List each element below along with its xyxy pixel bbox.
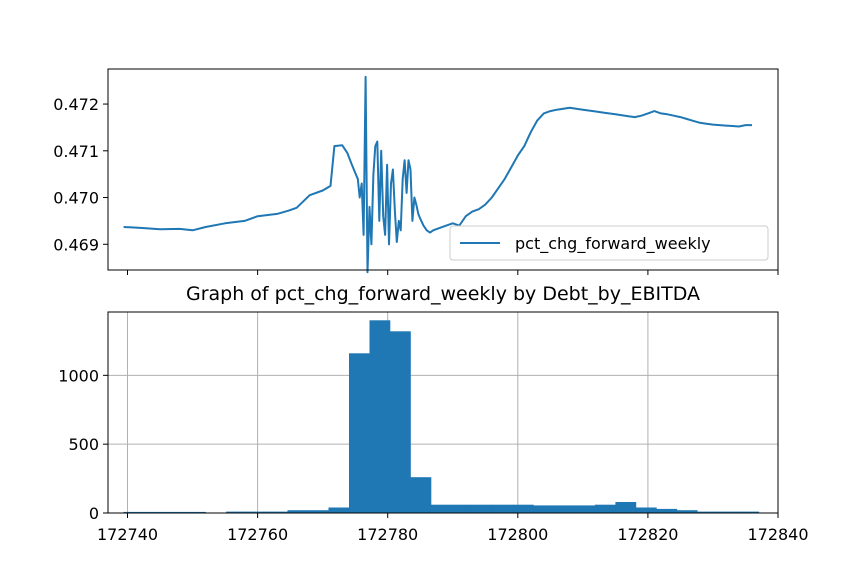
histogram-bar xyxy=(328,507,350,513)
line-chart-frame xyxy=(107,68,779,271)
x-tick-label: 172820 xyxy=(617,525,678,544)
histogram-bar xyxy=(144,511,165,513)
legend: pct_chg_forward_weekly xyxy=(449,225,769,261)
histogram-bar xyxy=(512,504,534,513)
histogram-x-ticks: 172740 172760 172780 172800 172820 172840 xyxy=(97,513,809,544)
histogram-bar xyxy=(697,511,719,513)
y-tick-label: 1000 xyxy=(58,366,99,385)
histogram-bar xyxy=(185,511,206,513)
histogram-title: Graph of pct_chg_forward_weekly by Debt_… xyxy=(186,283,700,305)
histogram-bars xyxy=(123,320,760,513)
histogram-bar xyxy=(615,502,637,513)
histogram-bar xyxy=(410,477,432,513)
legend-label: pct_chg_forward_weekly xyxy=(515,234,711,254)
x-tick-label: 172840 xyxy=(747,525,808,544)
histogram-bar xyxy=(246,511,268,513)
y-tick-label: 0.470 xyxy=(53,189,99,208)
line-chart: 0.469 0.470 0.471 0.472 pct_chg_forward_wee… xyxy=(53,68,779,275)
x-tick-label: 172800 xyxy=(487,525,548,544)
line-chart-x-ticks xyxy=(127,270,779,275)
histogram-bar xyxy=(676,510,698,513)
histogram-bar xyxy=(369,320,391,513)
histogram-bar xyxy=(431,504,452,513)
histogram-bar xyxy=(717,511,739,513)
histogram-bar xyxy=(594,504,616,513)
histogram-frame xyxy=(107,311,779,514)
histogram-bar xyxy=(123,511,145,513)
y-tick-label: 0 xyxy=(89,504,99,523)
x-tick-label: 172740 xyxy=(97,525,158,544)
histogram-bar xyxy=(267,511,288,513)
x-tick-label: 172780 xyxy=(357,525,418,544)
line-chart-y-ticks: 0.469 0.470 0.471 0.472 xyxy=(53,95,108,254)
histogram-bar xyxy=(553,505,575,513)
histogram-bar xyxy=(349,353,370,513)
histogram-bar xyxy=(656,508,678,513)
histogram-bar xyxy=(738,511,760,513)
y-tick-label: 0.472 xyxy=(53,95,99,114)
histogram-bar xyxy=(164,511,186,513)
histogram-bar xyxy=(451,504,473,513)
histogram-bar xyxy=(533,505,555,513)
histogram-bar xyxy=(471,504,493,513)
histogram-y-ticks: 0 500 1000 xyxy=(58,366,108,523)
histogram-bar xyxy=(492,504,514,513)
legend-box xyxy=(449,225,769,261)
histogram-bar xyxy=(287,510,309,513)
histogram-bar xyxy=(390,331,411,513)
histogram-bar xyxy=(574,505,596,513)
x-tick-label: 172760 xyxy=(227,525,288,544)
y-tick-label: 0.469 xyxy=(53,235,99,254)
y-tick-label: 500 xyxy=(68,435,99,454)
y-tick-label: 0.471 xyxy=(53,142,99,161)
histogram-bar xyxy=(308,510,329,513)
histogram-bar xyxy=(635,507,657,513)
series-line xyxy=(123,75,752,274)
histogram-bar xyxy=(226,511,247,513)
